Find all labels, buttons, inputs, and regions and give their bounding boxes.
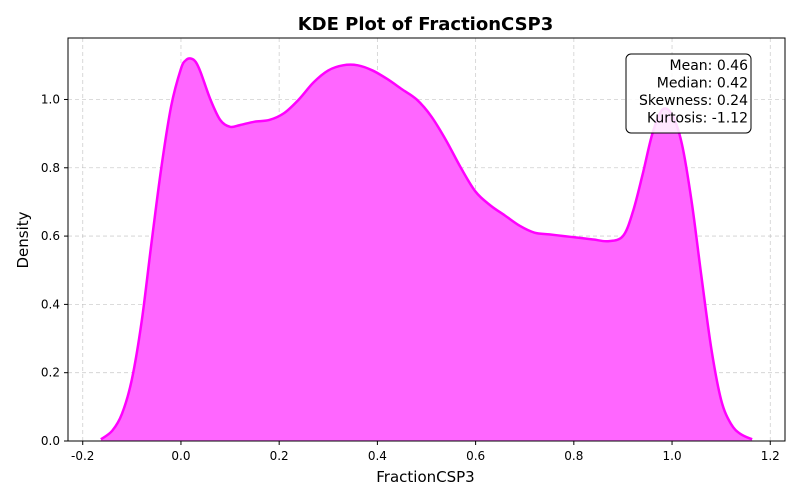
plot-frame	[67, 37, 786, 442]
x-tick-label: 0.6	[466, 449, 485, 463]
x-axis-label: FractionCSP3	[376, 468, 474, 486]
density-fill	[100, 58, 753, 442]
x-tick-label: 0.8	[564, 449, 583, 463]
x-tick-label: 1.2	[761, 449, 780, 463]
x-axis-ticks: -0.2 0.0 0.2 0.4 0.6 0.8 1.0 1.2	[71, 441, 780, 463]
chart-title: KDE Plot of FractionCSP3	[298, 14, 554, 35]
y-tick-label: 0.2	[41, 366, 60, 380]
y-tick-label: 0.8	[41, 161, 60, 175]
x-tick-label: 0.4	[368, 449, 387, 463]
y-tick-label: 1.0	[41, 92, 60, 106]
y-tick-label: 0.4	[41, 297, 60, 311]
stats-box-frame	[625, 53, 752, 134]
x-tick-label: 0.0	[171, 449, 190, 463]
stats-line: Kurtosis: -1.12	[647, 111, 748, 127]
x-tick-label: -0.2	[71, 449, 94, 463]
stats-line: Skewness: 0.24	[639, 93, 748, 109]
x-tick-label: 0.2	[270, 449, 289, 463]
x-tick-label: 1.0	[663, 449, 682, 463]
y-tick-label: 0.6	[41, 229, 60, 243]
y-axis-label: Density	[14, 211, 32, 268]
y-axis-ticks: 0.0 0.2 0.4 0.6 0.8 1.0	[41, 92, 68, 448]
y-tick-label: 0.0	[41, 434, 60, 448]
stats-line: Mean: 0.46	[670, 58, 749, 74]
stats-line: Median: 0.42	[657, 76, 748, 92]
